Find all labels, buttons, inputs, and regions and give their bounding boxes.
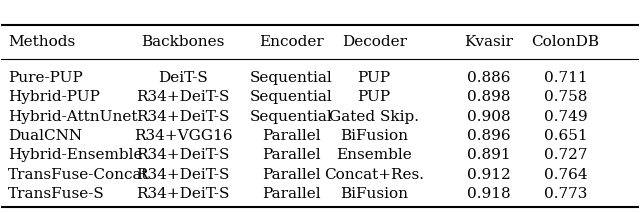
Text: R34+DeiT-S: R34+DeiT-S bbox=[136, 91, 230, 104]
Text: Parallel: Parallel bbox=[262, 148, 321, 163]
Text: R34+DeiT-S: R34+DeiT-S bbox=[136, 168, 230, 182]
Text: Encoder: Encoder bbox=[259, 35, 324, 49]
Text: 0.773: 0.773 bbox=[543, 187, 587, 201]
Text: ColonDB: ColonDB bbox=[531, 35, 599, 49]
Text: 0.711: 0.711 bbox=[543, 71, 587, 85]
Text: DeiT-S: DeiT-S bbox=[158, 71, 208, 85]
Text: Hybrid-Ensemble: Hybrid-Ensemble bbox=[8, 148, 142, 163]
Text: Pure-PUP: Pure-PUP bbox=[8, 71, 83, 85]
Text: PUP: PUP bbox=[358, 71, 391, 85]
Text: Backbones: Backbones bbox=[141, 35, 225, 49]
Text: R34+DeiT-S: R34+DeiT-S bbox=[136, 148, 230, 163]
Text: 0.764: 0.764 bbox=[543, 168, 587, 182]
Text: PUP: PUP bbox=[358, 91, 391, 104]
Text: 0.912: 0.912 bbox=[467, 168, 511, 182]
Text: R34+VGG16: R34+VGG16 bbox=[134, 129, 232, 143]
Text: 0.758: 0.758 bbox=[543, 91, 587, 104]
Text: Kvasir: Kvasir bbox=[465, 35, 513, 49]
Text: TransFuse-Concat: TransFuse-Concat bbox=[8, 168, 148, 182]
Text: Hybrid-AttnUnet: Hybrid-AttnUnet bbox=[8, 110, 137, 124]
Text: Gated Skip.: Gated Skip. bbox=[329, 110, 419, 124]
Text: Ensemble: Ensemble bbox=[336, 148, 412, 163]
Text: 0.896: 0.896 bbox=[467, 129, 511, 143]
Text: Concat+Res.: Concat+Res. bbox=[324, 168, 424, 182]
Text: 0.891: 0.891 bbox=[467, 148, 511, 163]
Text: Sequential: Sequential bbox=[250, 110, 333, 124]
Text: Sequential: Sequential bbox=[250, 71, 333, 85]
Text: 0.918: 0.918 bbox=[467, 187, 511, 201]
Text: Sequential: Sequential bbox=[250, 91, 333, 104]
Text: TransFuse-S: TransFuse-S bbox=[8, 187, 104, 201]
Text: R34+DeiT-S: R34+DeiT-S bbox=[136, 187, 230, 201]
Text: 0.886: 0.886 bbox=[467, 71, 511, 85]
Text: 0.727: 0.727 bbox=[543, 148, 587, 163]
Text: Parallel: Parallel bbox=[262, 129, 321, 143]
Text: BiFusion: BiFusion bbox=[340, 129, 408, 143]
Text: Hybrid-PUP: Hybrid-PUP bbox=[8, 91, 100, 104]
Text: 0.749: 0.749 bbox=[543, 110, 587, 124]
Text: Decoder: Decoder bbox=[342, 35, 406, 49]
Text: DualCNN: DualCNN bbox=[8, 129, 82, 143]
Text: 0.651: 0.651 bbox=[543, 129, 587, 143]
Text: R34+DeiT-S: R34+DeiT-S bbox=[136, 110, 230, 124]
Text: BiFusion: BiFusion bbox=[340, 187, 408, 201]
Text: Parallel: Parallel bbox=[262, 187, 321, 201]
Text: Methods: Methods bbox=[8, 35, 75, 49]
Text: 0.908: 0.908 bbox=[467, 110, 511, 124]
Text: 0.898: 0.898 bbox=[467, 91, 511, 104]
Text: Parallel: Parallel bbox=[262, 168, 321, 182]
